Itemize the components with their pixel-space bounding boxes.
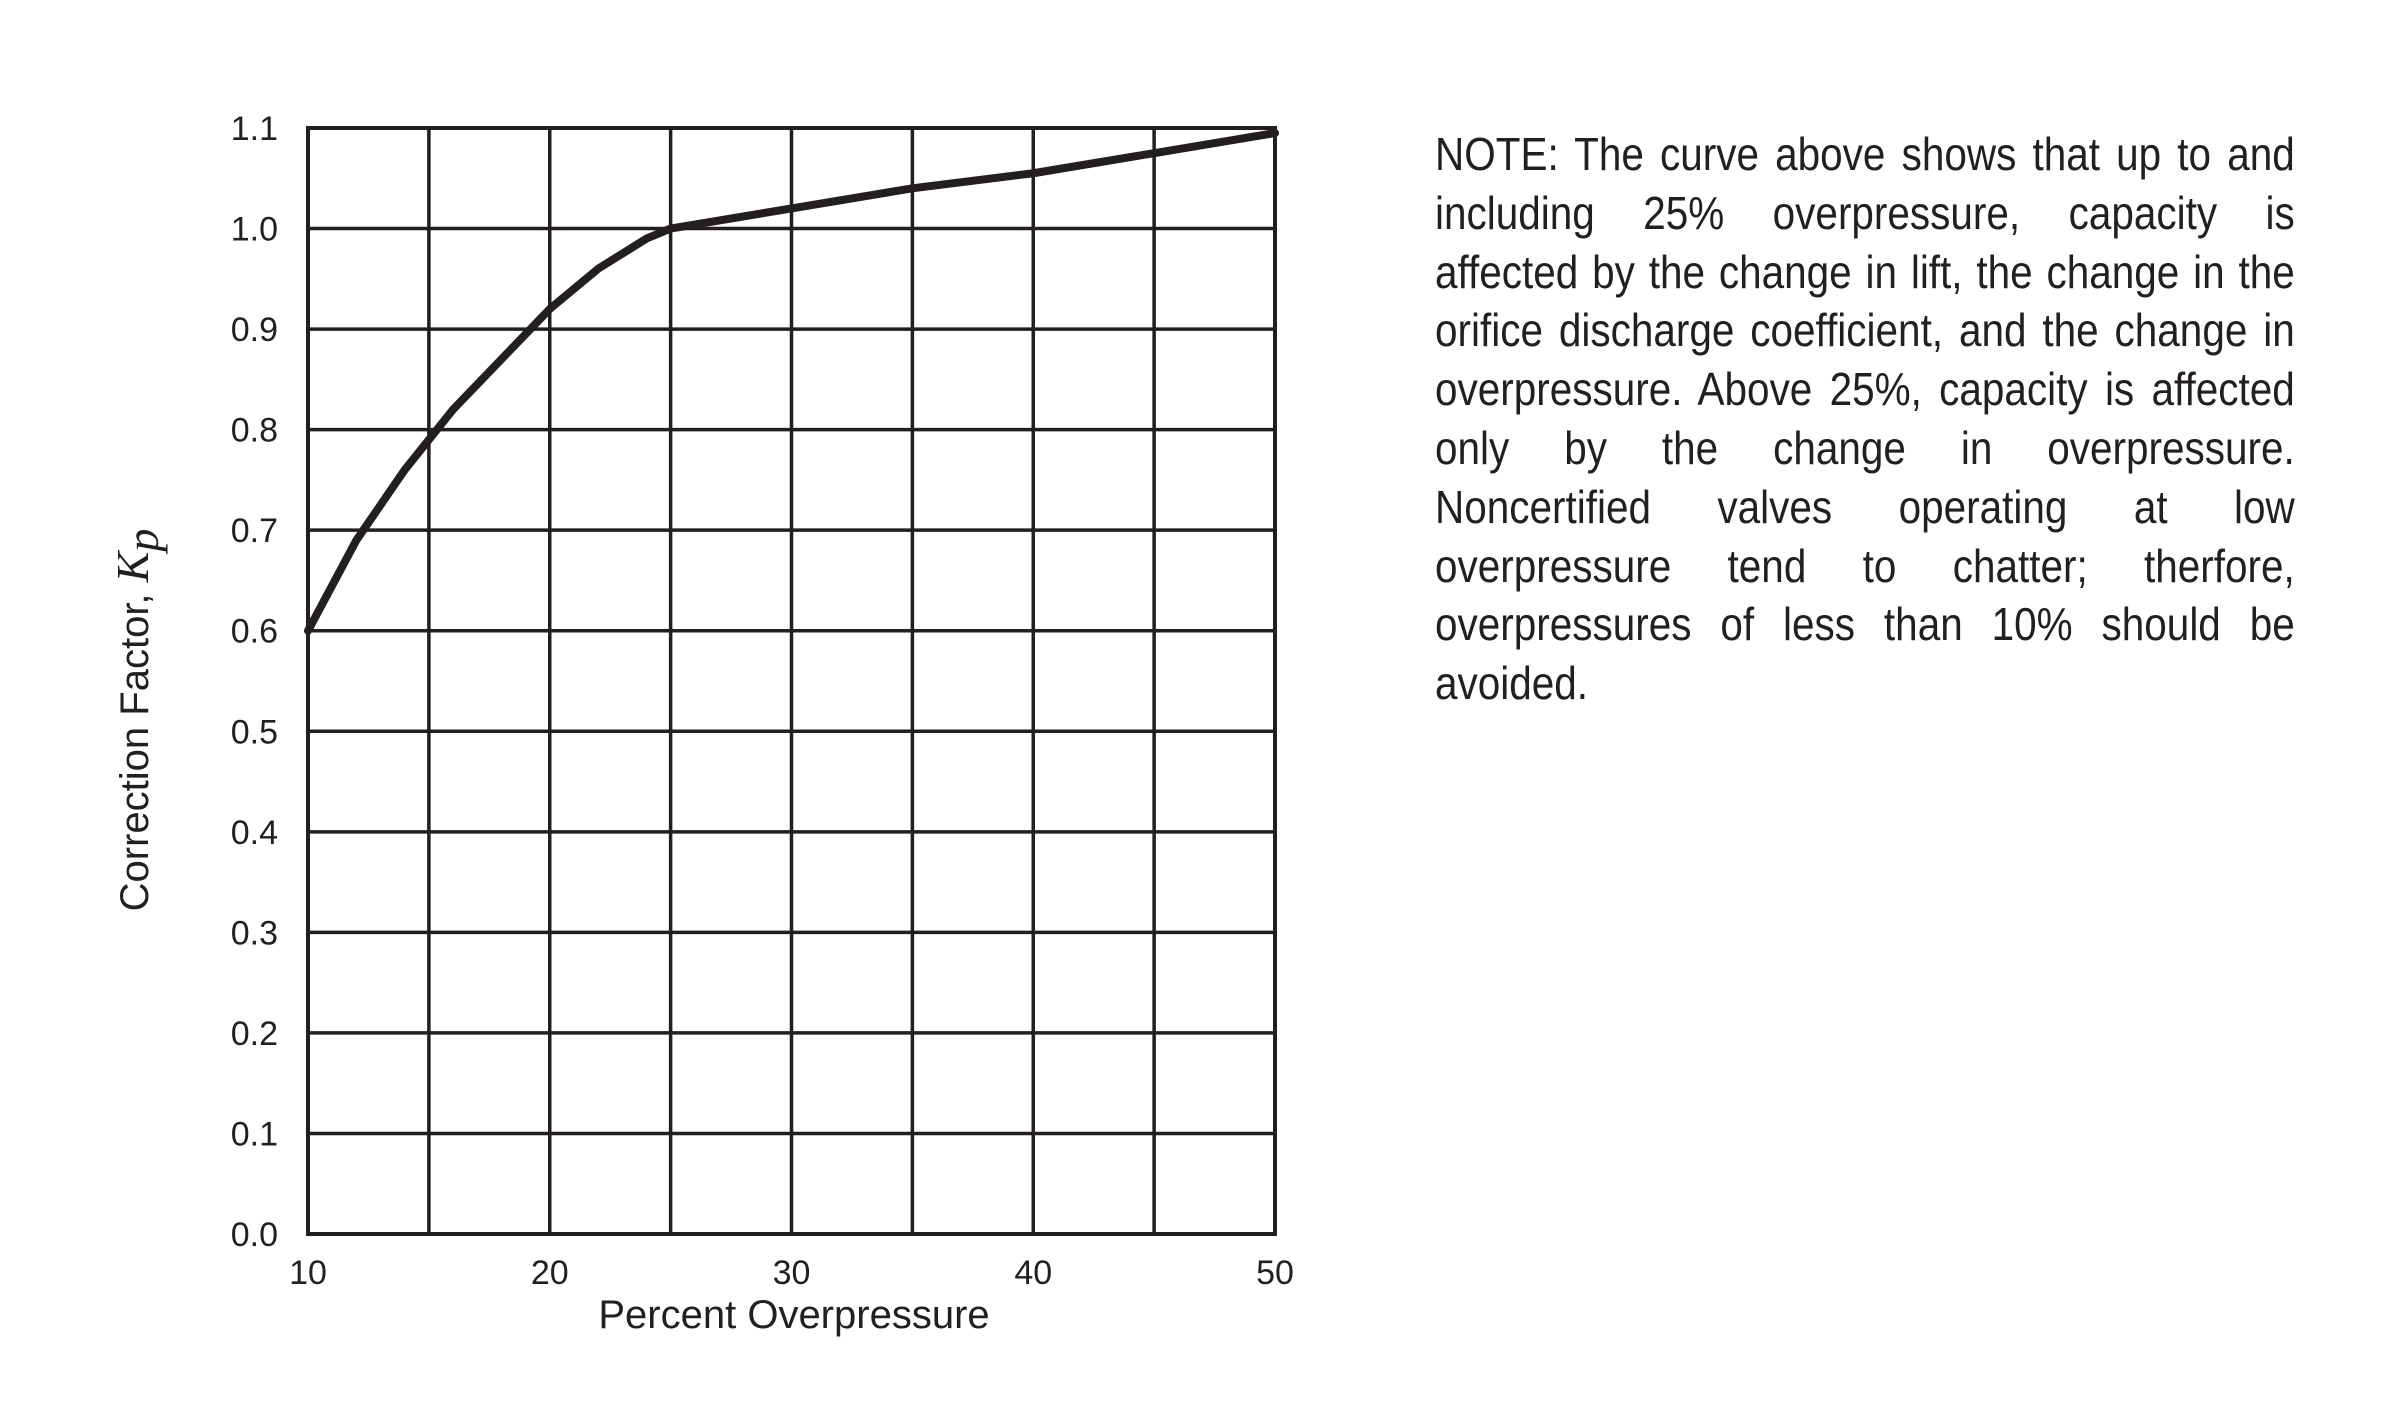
y-tick-label: 0.3 <box>231 914 278 952</box>
data-series <box>304 129 1279 635</box>
y-tick-label: 0.0 <box>231 1216 278 1254</box>
x-tick-label: 40 <box>1014 1254 1052 1292</box>
y-axis-label: Correction Factor, Kp <box>107 529 168 912</box>
x-tick-label: 20 <box>531 1254 569 1292</box>
y-tick-label: 0.1 <box>231 1115 278 1153</box>
y-tick-label: 0.5 <box>231 713 278 751</box>
y-axis-ticks: 0.0 0.1 0.2 0.3 0.4 0.5 0.6 0.7 0.8 0.9 1.0 1.1 <box>231 110 278 1254</box>
y-axis-label-symbol: K <box>107 549 158 583</box>
y-tick-label: 0.8 <box>231 412 278 450</box>
y-tick-label: 1.1 <box>231 110 278 148</box>
x-axis-ticks: 10 20 30 40 50 <box>289 1254 1294 1292</box>
y-tick-label: 0.7 <box>231 512 278 550</box>
y-axis-label-text: Correction Factor, <box>113 582 157 911</box>
chart: 0.0 0.1 0.2 0.3 0.4 0.5 0.6 0.7 0.8 0.9 1.0 1.1 10 2… <box>107 110 1294 1337</box>
x-tick-label: 30 <box>773 1254 811 1292</box>
plot-frame <box>306 126 1277 1236</box>
y-tick-label: 0.2 <box>231 1015 278 1053</box>
x-tick-label: 10 <box>289 1254 327 1292</box>
y-tick-label: 0.4 <box>231 814 278 852</box>
y-axis-label-subscript: p <box>117 529 168 555</box>
y-tick-label: 1.0 <box>231 211 278 249</box>
chart-grid <box>306 126 1277 1236</box>
y-tick-label: 0.6 <box>231 613 278 651</box>
x-axis-label: Percent Overpressure <box>598 1293 989 1337</box>
y-tick-label: 0.9 <box>231 311 278 349</box>
x-tick-label: 50 <box>1256 1254 1294 1292</box>
note-paragraph: NOTE: The curve above shows that up to a… <box>1435 128 2295 710</box>
series-line <box>304 129 1279 635</box>
